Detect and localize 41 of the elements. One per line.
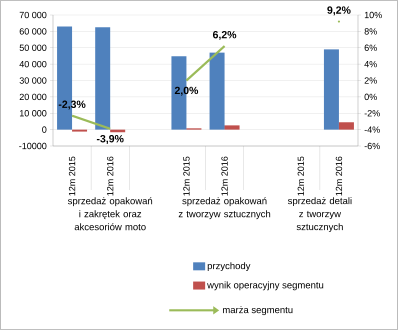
bar bbox=[210, 52, 225, 130]
y-tick-label: 30 000 bbox=[20, 77, 46, 84]
y2-tick-label: 8% bbox=[364, 28, 377, 35]
bar bbox=[224, 125, 240, 130]
text: sprzedaż opakowań i zakrętek oraz akcesoriów moto bbox=[68, 197, 152, 230]
text: sprzedaż opakowań z tworzyw sztucznych bbox=[178, 197, 270, 220]
y2-tick-label: 6% bbox=[364, 44, 377, 51]
legend-label: przychody bbox=[208, 262, 250, 272]
y-tick-label: -10000 bbox=[19, 142, 46, 150]
legend-label: wynik operacyjny segmentu bbox=[207, 281, 324, 290]
y2-tick-label: 4% bbox=[364, 60, 377, 68]
bar bbox=[324, 49, 339, 130]
data-label: 2,0% bbox=[174, 86, 198, 96]
y-tick-label: 60 000 bbox=[20, 28, 46, 35]
y-tick-label: 50 000 bbox=[20, 44, 46, 51]
data-label: -3,9% bbox=[96, 135, 124, 144]
y-tick-label: 70 000 bbox=[20, 12, 46, 18]
bar bbox=[95, 27, 110, 130]
bar bbox=[338, 122, 354, 130]
y2-tick-label: 10% bbox=[364, 12, 382, 18]
y2-tick-label: 0% bbox=[364, 94, 377, 100]
y2-tick-label: -4% bbox=[364, 126, 380, 133]
y2-tick-label: -6% bbox=[364, 142, 380, 150]
bar bbox=[110, 130, 126, 132]
x-tick-label: 12m 2016 bbox=[336, 156, 342, 196]
x-tick-label: 12m 2015 bbox=[183, 156, 190, 196]
data-label: 9,2% bbox=[327, 6, 351, 16]
x-tick-label: 12m 2015 bbox=[68, 156, 76, 196]
y-tick-label: 0 bbox=[42, 126, 46, 133]
data-label: -2,3% bbox=[58, 100, 86, 110]
data-label: 6,2% bbox=[212, 30, 236, 40]
y2-tick-label: -2% bbox=[364, 110, 380, 116]
y-tick-label: 10 000 bbox=[20, 110, 46, 116]
y-tick-label: 40 000 bbox=[19, 60, 46, 68]
x-tick-label: 12m 2016 bbox=[221, 156, 228, 196]
y-tick-label: 20 000 bbox=[20, 94, 46, 100]
x-tick-label: 12m 2015 bbox=[298, 156, 304, 196]
y2-tick-label: 2% bbox=[364, 77, 377, 84]
legend-label: marża segmentu bbox=[222, 306, 292, 316]
text: sprzedaż detali z tworzyw sztucznych bbox=[288, 197, 352, 232]
x-tick-label: 12m 2016 bbox=[107, 156, 114, 196]
